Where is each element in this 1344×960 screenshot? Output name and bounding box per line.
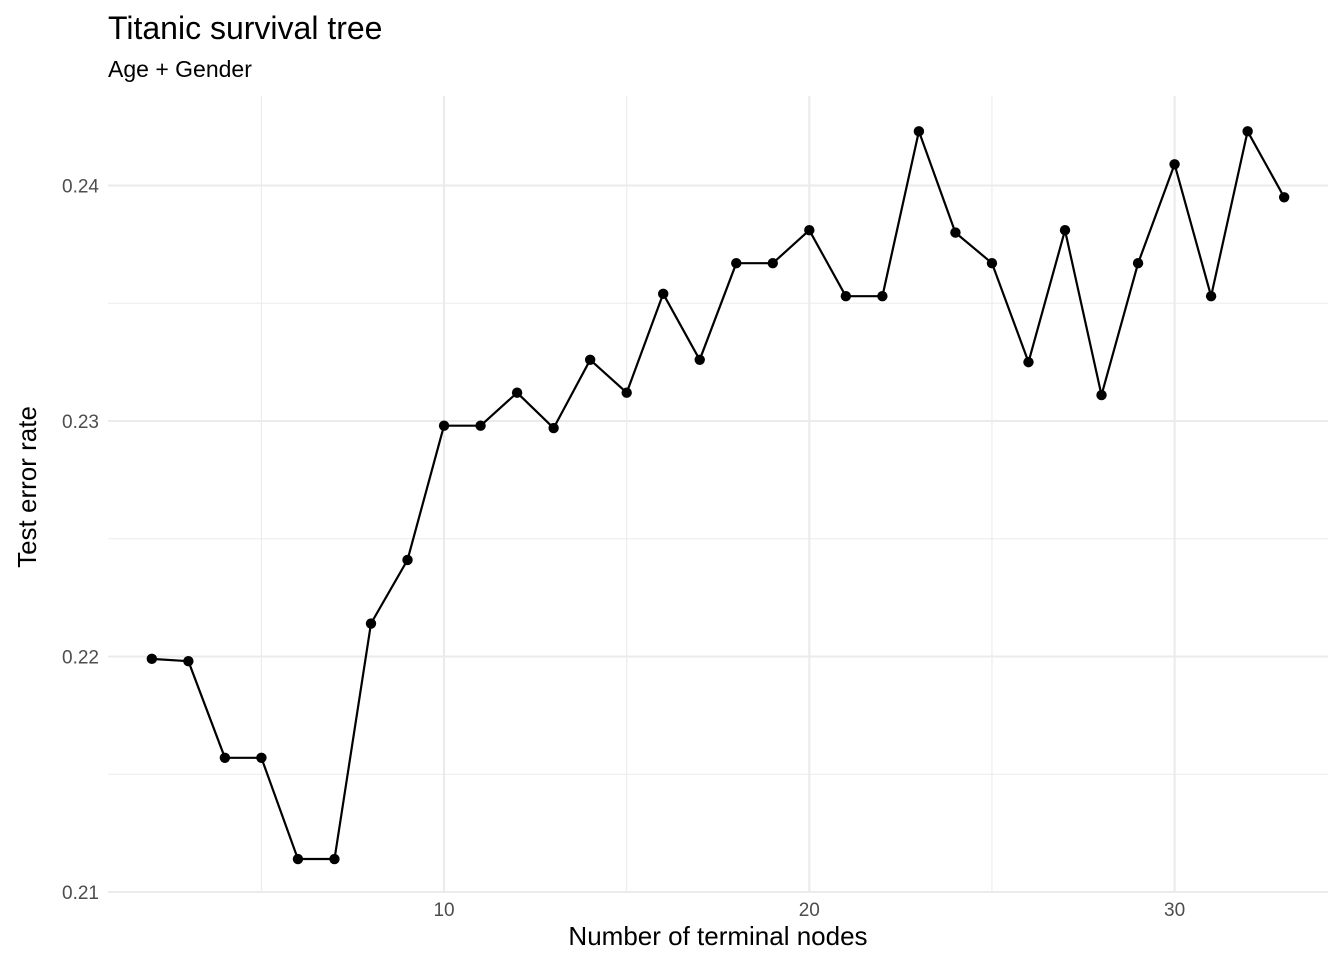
data-point xyxy=(731,258,742,269)
data-point xyxy=(256,752,267,763)
x-axis-title: Number of terminal nodes xyxy=(568,921,867,951)
data-point xyxy=(950,227,961,238)
data-point xyxy=(804,225,815,236)
y-axis-title: Test error rate xyxy=(12,406,42,568)
x-tick-label: 10 xyxy=(433,900,454,921)
data-point xyxy=(840,290,852,302)
x-tick-label: 30 xyxy=(1164,900,1185,921)
data-point xyxy=(621,387,632,398)
y-tick-label: 0.21 xyxy=(62,883,99,904)
data-point xyxy=(365,618,377,629)
major-gridlines xyxy=(108,96,1328,894)
chart-subtitle: Age + Gender xyxy=(108,56,252,82)
data-point xyxy=(548,422,559,434)
data-point xyxy=(877,290,888,302)
data-point xyxy=(1096,389,1107,401)
series-line xyxy=(151,130,1286,861)
data-point xyxy=(438,420,450,431)
y-tick-label: 0.23 xyxy=(62,412,99,433)
x-tick-label: 20 xyxy=(799,900,820,921)
data-point xyxy=(767,258,778,269)
data-point xyxy=(1242,126,1253,137)
y-tick-label: 0.24 xyxy=(62,176,99,197)
chart-title: Titanic survival tree xyxy=(108,10,382,46)
series-layer xyxy=(146,126,1290,865)
data-point xyxy=(913,126,925,137)
data-point xyxy=(146,653,158,665)
data-point xyxy=(1278,192,1290,203)
data-point xyxy=(183,656,194,667)
data-point xyxy=(694,354,705,365)
x-axis-ticks: 10 20 30 xyxy=(433,900,1185,921)
y-axis-ticks: 0.21 0.22 0.23 0.24 xyxy=(62,176,99,904)
data-point xyxy=(219,752,231,763)
data-point xyxy=(1023,356,1034,368)
data-point xyxy=(292,853,304,865)
data-point xyxy=(1059,225,1071,236)
data-point xyxy=(658,288,669,300)
data-point xyxy=(1169,159,1180,170)
data-point xyxy=(402,554,413,566)
data-point xyxy=(475,420,486,431)
data-point xyxy=(584,354,596,365)
y-tick-label: 0.22 xyxy=(62,647,99,668)
data-point xyxy=(1205,290,1217,302)
data-point xyxy=(1132,258,1144,269)
data-point xyxy=(986,258,998,269)
data-point xyxy=(329,853,340,865)
minor-gridlines xyxy=(108,96,1328,892)
data-point xyxy=(511,387,523,398)
